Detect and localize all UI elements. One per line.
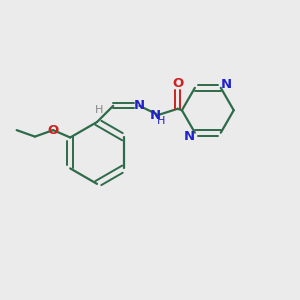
Text: O: O [172,77,183,90]
Text: N: N [220,78,232,91]
Text: N: N [184,130,195,143]
Text: N: N [149,109,161,122]
Text: H: H [157,116,166,126]
Text: H: H [94,104,103,115]
Text: O: O [47,124,59,136]
Text: N: N [134,99,145,112]
